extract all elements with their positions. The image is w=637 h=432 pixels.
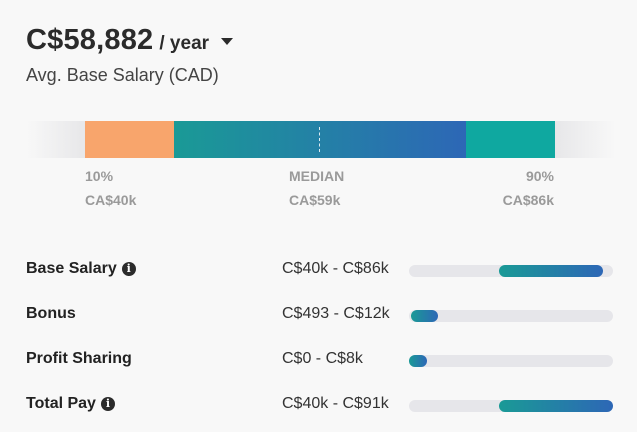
breakdown-label: Total Pay: [26, 395, 96, 412]
caret-down-icon[interactable]: [221, 38, 234, 45]
p10-value: CA$40k: [85, 192, 137, 208]
breakdown-fill: [409, 355, 427, 367]
salary-header: C$58,882 / year Avg. Base Salary (CAD): [26, 24, 234, 86]
info-icon[interactable]: i: [121, 262, 136, 276]
breakdown-row-total-pay: Total Pay i C$40k - C$91k: [26, 393, 616, 417]
range-segment-p90: [466, 121, 555, 158]
range-bar-left-fade: [26, 121, 85, 158]
range-bar-right-fade: [555, 121, 616, 158]
median-marker: [319, 127, 320, 152]
breakdown-label: Bonus: [26, 305, 76, 322]
median-label: MEDIAN: [289, 168, 345, 184]
breakdown-fill: [411, 310, 438, 322]
range-segment-p10: [85, 121, 174, 158]
salary-subtitle: Avg. Base Salary (CAD): [26, 65, 219, 85]
range-segment-median: [174, 121, 466, 158]
breakdown-label: Profit Sharing: [26, 350, 132, 367]
p90-label: 90%: [525, 168, 554, 184]
salary-amount: C$58,882: [26, 24, 154, 56]
breakdown-fill: [499, 400, 613, 412]
median-value: CA$59k: [289, 192, 341, 208]
info-icon[interactable]: i: [100, 397, 115, 411]
breakdown-range: C$40k - C$86k: [282, 260, 389, 277]
p90-value: CA$86k: [502, 192, 554, 208]
breakdown-range: C$0 - C$8k: [282, 350, 363, 367]
breakdown-track: [409, 355, 613, 367]
p10-label: 10%: [85, 168, 114, 184]
breakdown-track: [409, 400, 613, 412]
breakdown-label: Base Salary: [26, 260, 117, 277]
breakdown-row-base-salary: Base Salary i C$40k - C$86k: [26, 258, 616, 282]
breakdown-fill: [499, 265, 603, 277]
breakdown-track: [409, 310, 613, 322]
breakdown-range: C$493 - C$12k: [282, 305, 390, 322]
breakdown-label-wrap: Bonus: [26, 305, 76, 323]
salary-line: C$58,882 / year: [26, 24, 234, 57]
breakdown-track: [409, 265, 613, 277]
pay-period-selector[interactable]: / year: [159, 33, 210, 54]
breakdown-row-bonus: Bonus C$493 - C$12k: [26, 303, 616, 327]
breakdown-label-wrap: Profit Sharing: [26, 350, 132, 368]
breakdown-row-profit-sharing: Profit Sharing C$0 - C$8k: [26, 348, 616, 372]
breakdown-range: C$40k - C$91k: [282, 395, 389, 412]
breakdown-label-wrap: Base Salary i: [26, 260, 136, 278]
breakdown-label-wrap: Total Pay i: [26, 395, 115, 413]
salary-range-bar: [26, 121, 616, 158]
